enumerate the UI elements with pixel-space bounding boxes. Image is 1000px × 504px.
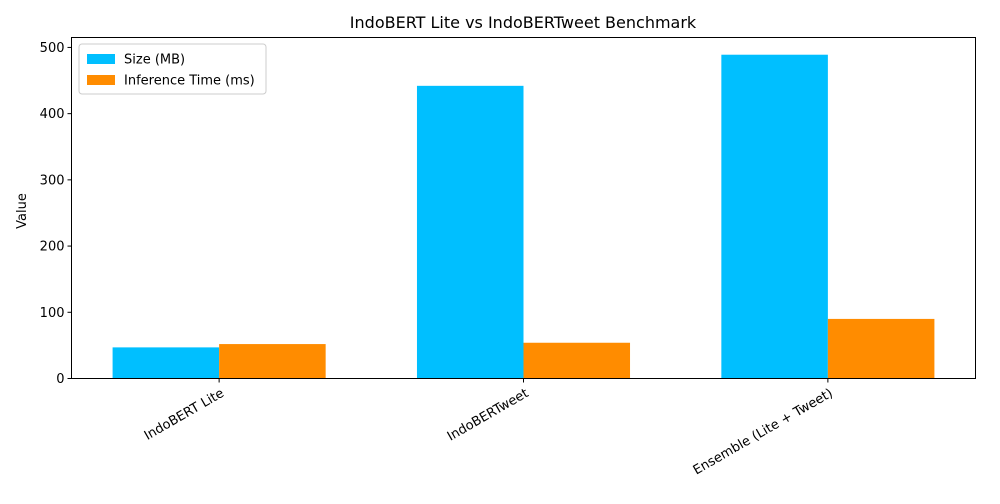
legend-swatch-inference-time [87,75,115,85]
y-tick-label: 300 [40,173,65,188]
plot-frame [71,37,976,379]
bars-group [112,54,935,379]
chart-title: IndoBERT Lite vs IndoBERTweet Benchmark [350,13,697,32]
legend-label-size: Size (MB) [124,53,185,68]
y-axis: 0 100 200 300 400 500 [40,41,72,387]
x-tick-label: Ensemble (Lite + Tweet) [691,386,836,478]
y-tick-label: 200 [40,240,65,255]
y-tick-label: 0 [56,372,64,387]
legend-label-inference-time: Inference Time (ms) [124,74,255,89]
y-axis-label: Value [15,193,30,229]
bar-inference-time-1 [523,342,631,379]
y-tick-label: 500 [40,41,65,56]
bar-inference-time-0 [219,344,326,379]
y-tick-label: 400 [40,107,65,122]
x-tick-label: IndoBERTweet [445,386,531,444]
y-tick-label: 100 [40,306,65,321]
bar-size-2 [721,54,828,379]
legend-swatch-size [87,54,115,64]
bar-size-1 [416,85,524,379]
bar-size-0 [112,347,220,379]
bar-inference-time-2 [827,318,935,379]
legend: Size (MB) Inference Time (ms) [78,43,267,95]
x-tick-label: IndoBERT Lite [142,386,227,444]
legend-box [78,43,267,95]
x-axis: IndoBERT Lite IndoBERTweet Ensemble (Lite … [142,378,836,478]
